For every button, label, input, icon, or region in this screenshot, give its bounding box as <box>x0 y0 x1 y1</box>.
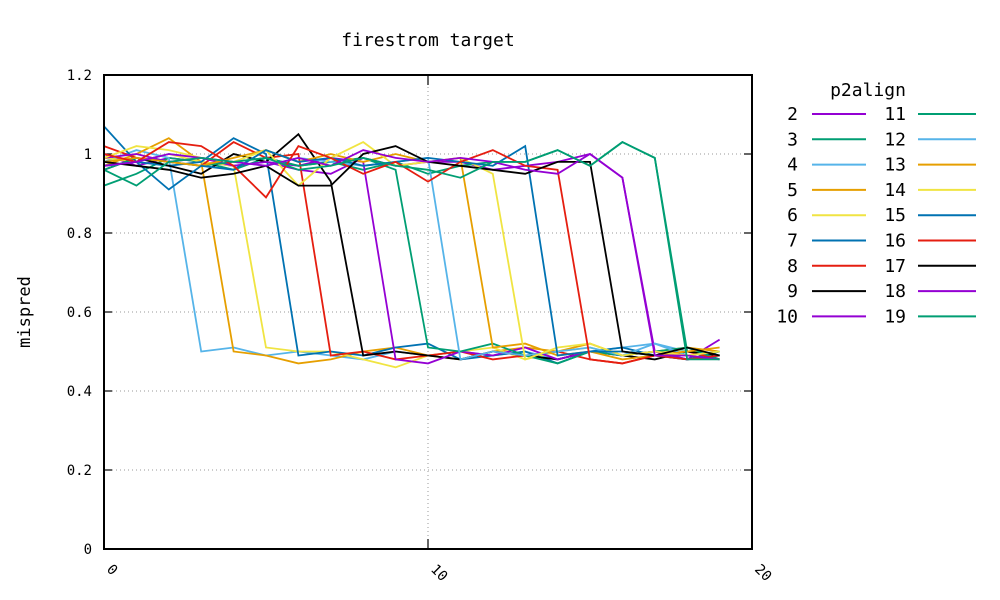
legend-label: 7 <box>787 231 798 252</box>
y-tick-label: 0.8 <box>67 226 92 242</box>
chart-title: firestrom target <box>341 30 514 51</box>
x-tick-label: 0 <box>103 562 120 579</box>
legend-label: 5 <box>787 180 798 201</box>
legend-label: 10 <box>776 306 798 327</box>
y-tick-label: 0.6 <box>67 305 92 321</box>
series-line-17 <box>103 145 720 357</box>
x-tick-label: 20 <box>751 562 774 585</box>
legend-label: 16 <box>884 231 906 252</box>
series-lines <box>103 125 721 369</box>
series-line-8 <box>103 141 720 365</box>
legend-label: 12 <box>884 129 906 150</box>
legend-label: 14 <box>884 180 906 201</box>
legend-label: 4 <box>787 155 798 176</box>
y-tick-label: 0.4 <box>67 384 92 400</box>
y-tick-label: 0 <box>84 542 92 558</box>
legend-label: 9 <box>787 281 798 302</box>
legend-label: 3 <box>787 129 798 150</box>
series-line-16 <box>103 141 720 365</box>
legend-label: 13 <box>884 155 906 176</box>
y-tick-label: 0.2 <box>67 463 92 479</box>
legend-label: 2 <box>787 104 798 125</box>
legend-label: 6 <box>787 205 798 226</box>
plot-frame <box>103 74 753 550</box>
legend-label: 8 <box>787 256 798 277</box>
y-axis-label: mispred <box>15 276 35 348</box>
legend: 2 3 4 5 6 7 8 9 10 11 12 13 14 15 16 17 18 19 <box>776 104 976 327</box>
legend-label: 11 <box>884 104 906 125</box>
y-tick-label: 1.2 <box>67 68 92 84</box>
series-line-11 <box>103 156 720 365</box>
x-tick-label: 10 <box>427 562 450 585</box>
legend-label: 18 <box>884 281 906 302</box>
legend-title: p2align <box>830 80 906 101</box>
legend-label: 19 <box>884 306 906 327</box>
legend-label: 15 <box>884 205 906 226</box>
legend-label: 17 <box>884 256 906 277</box>
axis-ticks: 0 0.2 0.4 0.6 0.8 1 1.2 0 10 20 <box>67 68 775 585</box>
series-line-19 <box>103 141 720 361</box>
y-tick-label: 1 <box>84 147 92 163</box>
series-line-13 <box>103 149 720 361</box>
